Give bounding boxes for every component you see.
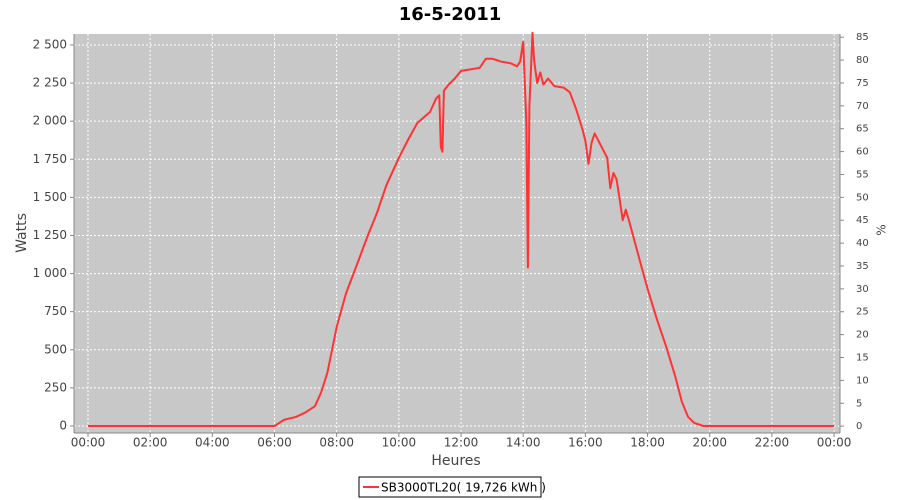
y-tick-label: 0 bbox=[59, 418, 67, 432]
x-tick-label: 00:00 bbox=[71, 436, 106, 450]
chart-title: 16-5-2011 bbox=[399, 4, 502, 25]
x-tick-label: 00:00 bbox=[817, 436, 852, 450]
plot-area bbox=[74, 34, 840, 433]
y2-tick-label: 65 bbox=[856, 124, 869, 135]
x-tick-label: 04:00 bbox=[195, 436, 230, 450]
x-tick-label: 16:00 bbox=[568, 436, 603, 450]
legend bbox=[358, 476, 542, 498]
y2-tick-label: 15 bbox=[856, 353, 869, 364]
y2-tick-label: 40 bbox=[856, 238, 869, 249]
y-tick-label: 750 bbox=[44, 304, 67, 318]
y2-tick-label: 35 bbox=[856, 261, 869, 272]
y-tick-label: 2 000 bbox=[33, 114, 67, 128]
y-tick-label: 1 500 bbox=[33, 190, 67, 204]
y-tick-label: 250 bbox=[44, 380, 67, 394]
y-tick-label: 1 000 bbox=[33, 266, 67, 280]
y2-tick-label: 10 bbox=[856, 375, 869, 386]
y2-tick-label: 0 bbox=[856, 421, 862, 432]
y2-tick-label: 80 bbox=[856, 55, 869, 66]
y-tick-label: 1 750 bbox=[33, 152, 67, 166]
y2-tick-label: 55 bbox=[856, 169, 869, 180]
x-tick-label: 20:00 bbox=[692, 436, 727, 450]
y-tick-label: 2 500 bbox=[33, 37, 67, 51]
y2-tick-label: 60 bbox=[856, 147, 869, 158]
y-tick-label: 1 250 bbox=[33, 228, 67, 242]
y2-tick-label: 75 bbox=[856, 78, 869, 89]
y-tick-label: 500 bbox=[44, 342, 67, 356]
x-tick-label: 12:00 bbox=[444, 436, 479, 450]
x-tick-label: 18:00 bbox=[630, 436, 665, 450]
x-tick-label: 08:00 bbox=[319, 436, 354, 450]
y2-tick-label: 70 bbox=[856, 101, 869, 112]
x-tick-label: 14:00 bbox=[506, 436, 541, 450]
y2-tick-label: 25 bbox=[856, 307, 869, 318]
y2-tick-label: 50 bbox=[856, 192, 869, 203]
x-tick-label: 22:00 bbox=[755, 436, 790, 450]
y2-tick-label: 45 bbox=[856, 215, 869, 226]
legend-label: SB3000TL20( 19,726 kWh ) bbox=[381, 481, 546, 495]
y2-axis-label: % bbox=[875, 224, 889, 235]
x-axis-label: Heures bbox=[431, 453, 480, 469]
y-tick-label: 2 250 bbox=[33, 76, 67, 90]
y-axis-label: Watts bbox=[14, 213, 30, 253]
x-tick-label: 10:00 bbox=[382, 436, 417, 450]
y2-tick-label: 85 bbox=[856, 32, 869, 43]
y2-tick-label: 5 bbox=[856, 398, 862, 409]
x-tick-label: 06:00 bbox=[257, 436, 292, 450]
series-line bbox=[88, 31, 835, 427]
y2-tick-label: 30 bbox=[856, 284, 869, 295]
x-tick-label: 02:00 bbox=[133, 436, 168, 450]
y2-tick-label: 20 bbox=[856, 330, 869, 341]
